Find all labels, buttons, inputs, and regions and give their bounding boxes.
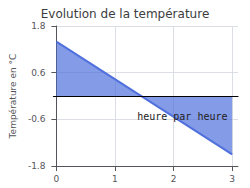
svg-text:2: 2 bbox=[171, 174, 177, 184]
svg-text:-1.8: -1.8 bbox=[28, 161, 46, 171]
svg-text:3: 3 bbox=[229, 174, 235, 184]
svg-text:Température en °C: Température en °C bbox=[8, 54, 18, 140]
svg-text:1: 1 bbox=[112, 174, 118, 184]
svg-text:-0.6: -0.6 bbox=[28, 114, 46, 124]
svg-text:Evolution de la température: Evolution de la température bbox=[41, 7, 210, 21]
svg-text:1.8: 1.8 bbox=[31, 21, 46, 31]
svg-text:0: 0 bbox=[54, 174, 60, 184]
svg-text:heure par heure: heure par heure bbox=[137, 111, 227, 122]
svg-text:0.6: 0.6 bbox=[31, 68, 46, 78]
